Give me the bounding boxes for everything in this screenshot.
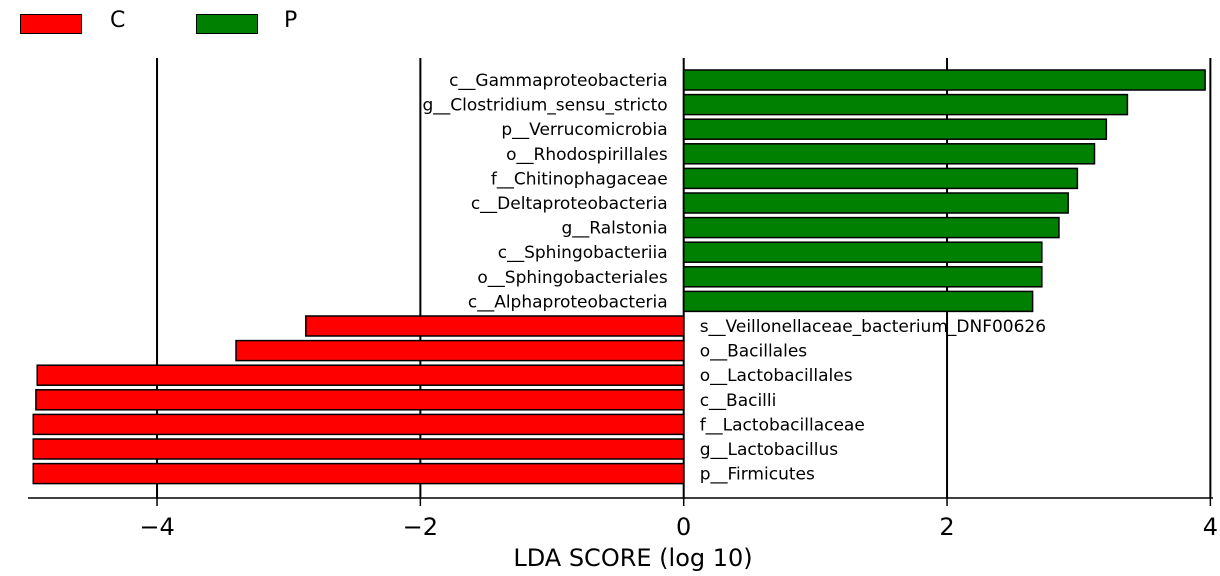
bar-label: p__Verrucomicrobia <box>501 120 667 140</box>
bar <box>682 216 1060 239</box>
bar <box>682 266 1043 288</box>
bar-label: p__Firmicutes <box>700 465 815 485</box>
x-tick-label: 0 <box>676 513 691 541</box>
bar <box>32 462 685 485</box>
bar <box>235 339 685 362</box>
bar-label: o__Lactobacillales <box>700 366 853 386</box>
bar <box>682 69 1206 91</box>
bar-label: o__Bacillales <box>700 342 808 362</box>
bar-label: c__Gammaproteobacteria <box>449 71 668 91</box>
bar <box>682 93 1129 116</box>
bar <box>682 241 1043 263</box>
x-tick-label: −2 <box>403 513 438 541</box>
bar-label: f__Chitinophagaceae <box>491 169 668 189</box>
bar <box>36 364 685 386</box>
bar-label: c__Alphaproteobacteria <box>468 292 668 312</box>
bar-label: f__Lactobacillaceae <box>700 415 865 435</box>
legend-swatch-p <box>196 14 258 34</box>
bar-label: c__Deltaproteobacteria <box>471 194 668 214</box>
bar-label: g__Clostridium_sensu_stricto <box>422 96 667 116</box>
bar <box>32 413 685 436</box>
x-axis-label: LDA SCORE (log 10) <box>513 544 752 572</box>
x-tick-label: 2 <box>939 513 954 541</box>
bar <box>305 315 685 337</box>
bar <box>32 438 685 460</box>
bar-label: c__Bacilli <box>700 391 777 411</box>
bar-labels: c__Gammaproteobacteria g__Clostridium_sen… <box>422 71 1046 485</box>
legend-item-p: P <box>196 8 316 38</box>
legend-label-c: C <box>110 8 126 33</box>
legend-swatch-c <box>20 14 82 34</box>
bar-label: c__Sphingobacteriia <box>498 243 668 263</box>
bar <box>682 143 1096 165</box>
bar <box>682 290 1034 313</box>
bar-label: o__Sphingobacteriales <box>477 268 667 288</box>
x-tick-label: −4 <box>139 513 174 541</box>
bar <box>682 118 1108 140</box>
bar <box>682 192 1069 214</box>
x-tick-label: 4 <box>1203 513 1218 541</box>
bar <box>682 167 1079 190</box>
bar <box>35 389 685 411</box>
bar-label: s__Veillonellaceae_bacterium_DNF00626 <box>700 317 1046 337</box>
bar-label: o__Rhodospirillales <box>506 145 668 165</box>
legend-label-p: P <box>284 8 298 33</box>
bar-label: g__Ralstonia <box>561 219 667 239</box>
legend-item-c: C <box>20 8 140 38</box>
x-axis: −4 −2 0 2 4 <box>28 497 1218 541</box>
bar-label: g__Lactobacillus <box>700 440 839 460</box>
bars <box>32 69 1206 485</box>
